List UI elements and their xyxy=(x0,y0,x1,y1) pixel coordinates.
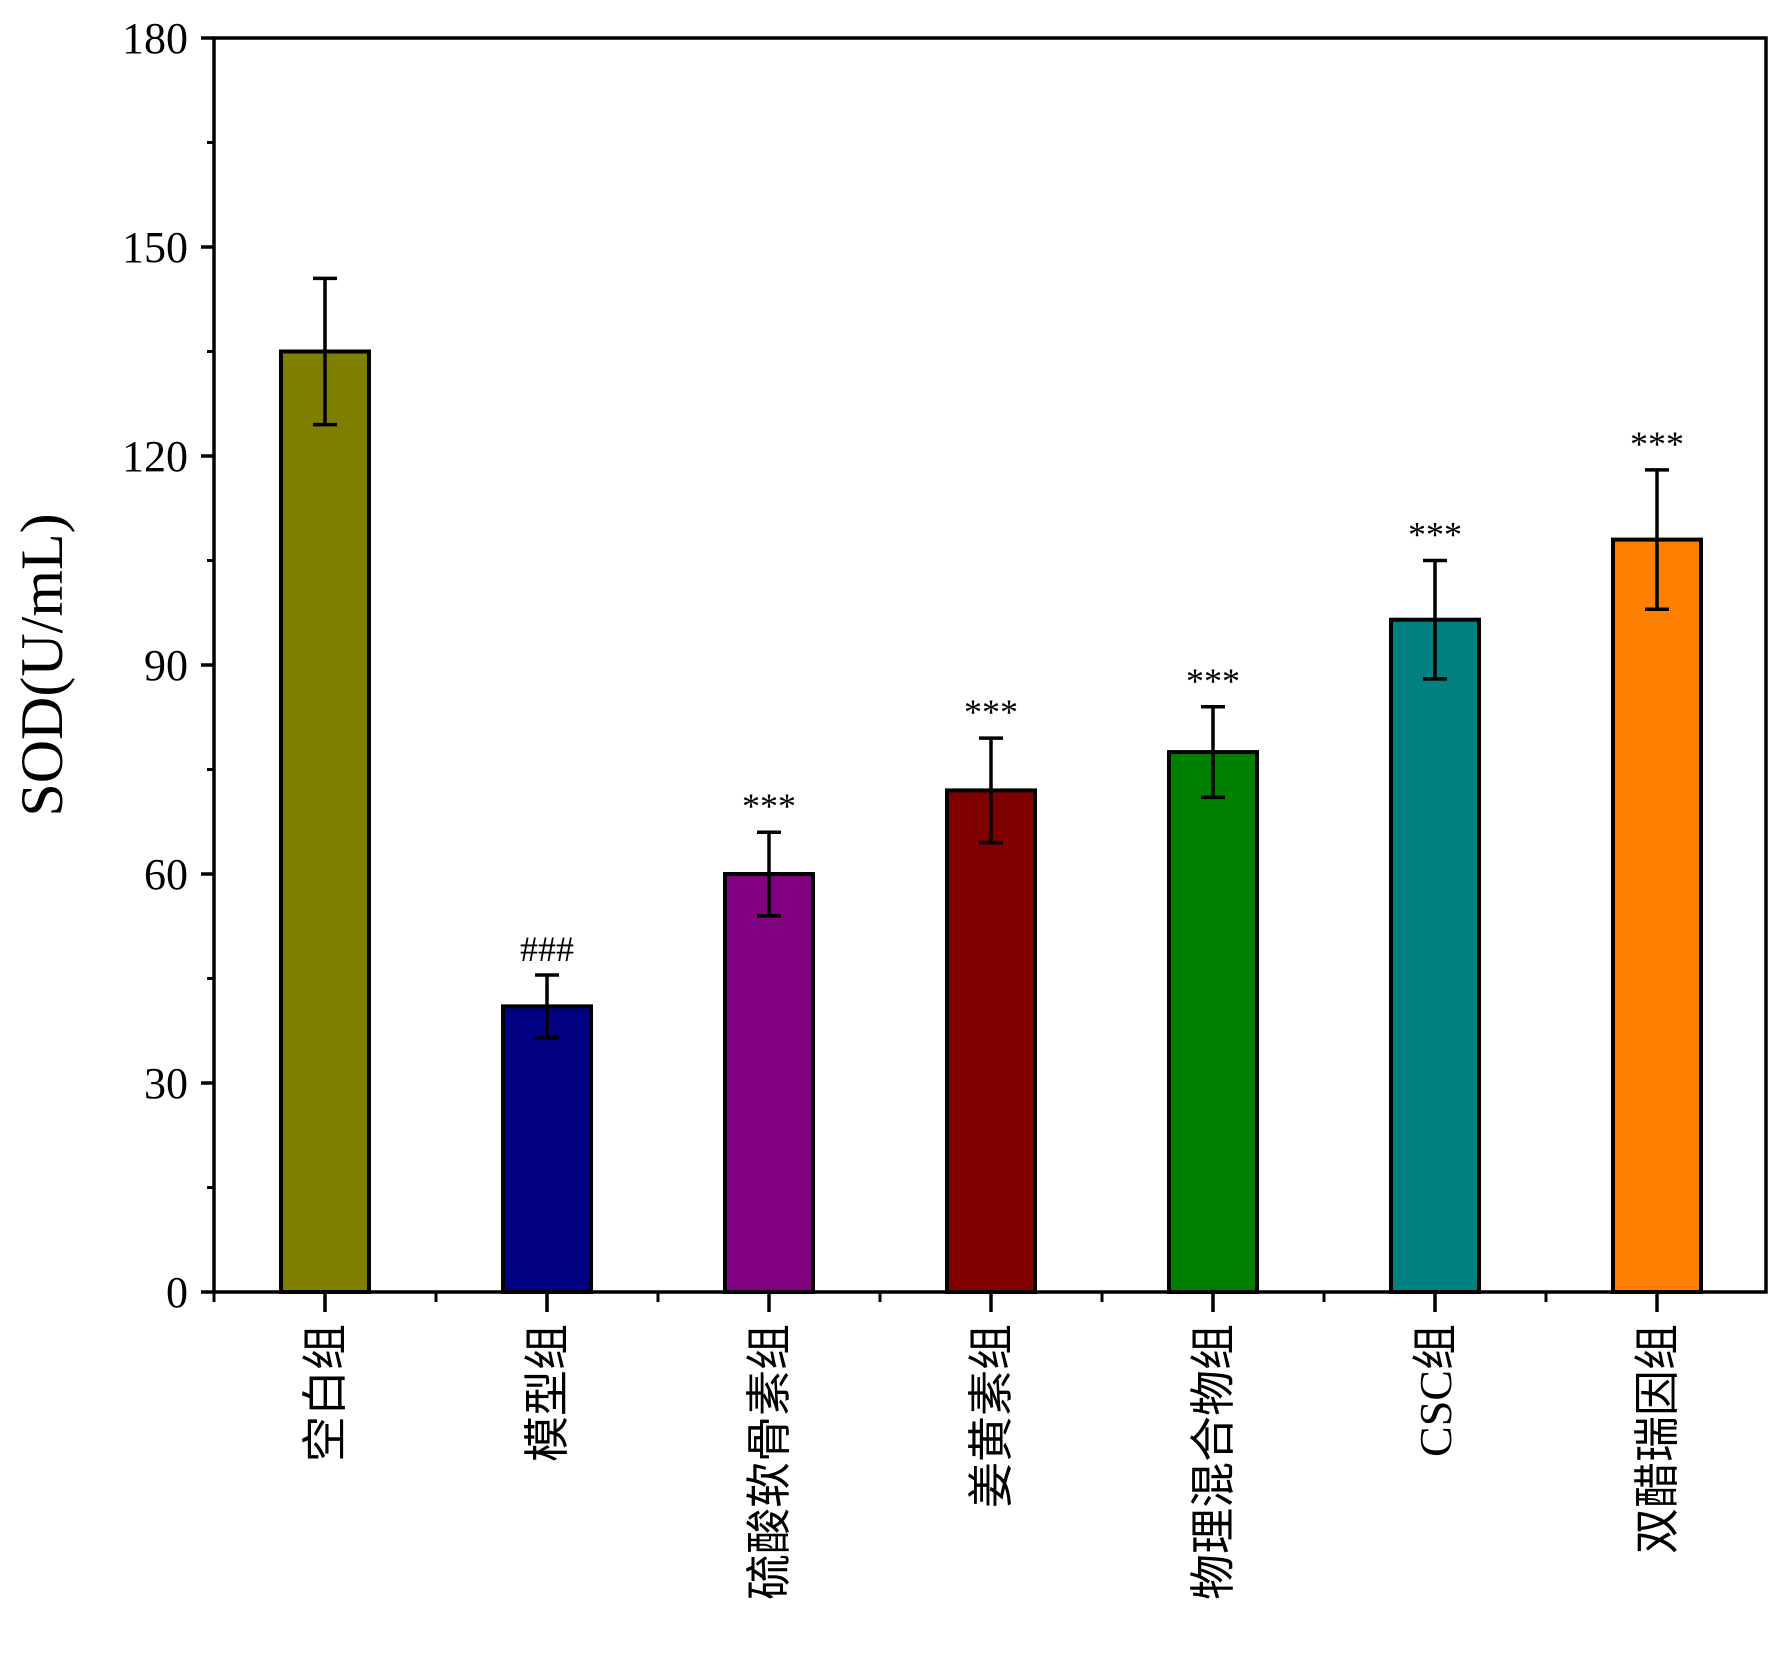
y-tick-label: 150 xyxy=(122,223,188,272)
bar-6 xyxy=(1389,617,1481,1294)
plot-frame xyxy=(212,36,1768,1294)
significance-label-6: *** xyxy=(1408,515,1462,555)
category-label-1: 空白组 xyxy=(300,1324,351,1462)
y-tick-label: 60 xyxy=(144,850,188,899)
y-tick-label: 30 xyxy=(144,1059,188,1108)
bar-7 xyxy=(1611,537,1703,1294)
y-tick-label: 180 xyxy=(122,14,188,63)
y-tick-label: 120 xyxy=(122,432,188,481)
significance-label-4: *** xyxy=(964,692,1018,732)
category-label-7: 双醋瑞因组 xyxy=(1632,1324,1683,1554)
y-tick-label: 0 xyxy=(166,1268,188,1317)
bar-3 xyxy=(723,872,815,1294)
bar-5 xyxy=(1167,750,1259,1294)
category-label-2: 模型组 xyxy=(522,1324,573,1462)
bars xyxy=(279,349,1703,1295)
significance-label-3: *** xyxy=(742,786,796,826)
category-label-5: 物理混合物组 xyxy=(1188,1324,1239,1600)
bar-4 xyxy=(945,788,1037,1295)
y-axis-title: SOD(U/mL) xyxy=(9,513,75,816)
category-label-3: 硫酸软骨素组 xyxy=(744,1324,795,1600)
significance-label-2: ### xyxy=(520,929,574,969)
category-label-6: CSC组 xyxy=(1410,1324,1461,1457)
category-label-4: 姜黄素组 xyxy=(966,1324,1017,1508)
error-bars xyxy=(313,276,1669,1040)
x-axis-labels: 空白组 模型组 硫酸软骨素组 姜黄素组 物理混合物组 CSC组 双醋瑞因组 xyxy=(300,1324,1683,1600)
bar-2 xyxy=(501,1004,593,1294)
bar-1 xyxy=(279,349,371,1294)
significance-annotations: ### *** *** *** *** *** xyxy=(520,424,1684,969)
y-axis-ticks: 0 30 60 90 120 150 180 xyxy=(122,14,1659,1317)
significance-label-7: *** xyxy=(1630,424,1684,464)
y-tick-label: 90 xyxy=(144,641,188,690)
significance-label-5: *** xyxy=(1186,661,1240,701)
